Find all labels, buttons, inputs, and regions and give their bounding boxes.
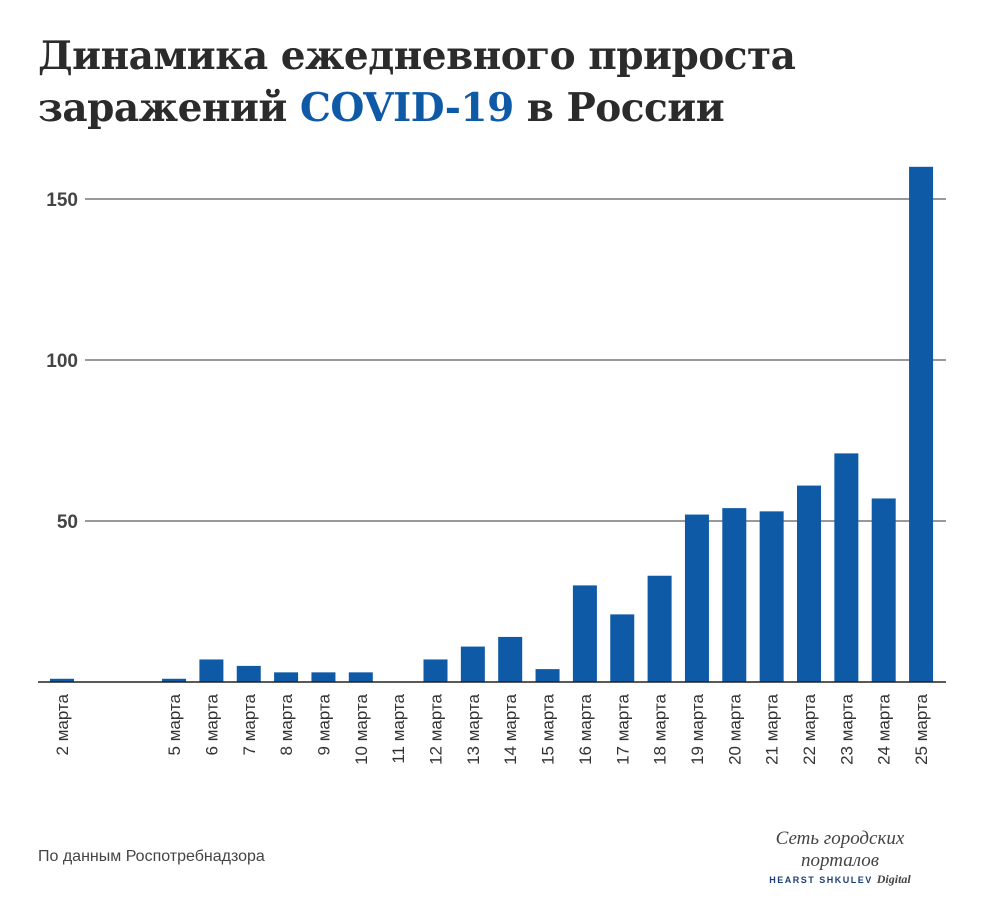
x-tick-label: 5 марта [165, 693, 184, 755]
title-text: заражений [38, 85, 300, 131]
y-tick-label: 50 [57, 512, 78, 533]
bar [423, 659, 448, 682]
x-tick-label: 2 марта [53, 693, 72, 755]
x-tick-label: 7 марта [240, 693, 259, 755]
x-tick-label: 14 марта [501, 693, 520, 764]
bar [274, 672, 299, 682]
bar [348, 672, 373, 682]
logo-line-2: HEARST SHKULEV Digital [740, 872, 940, 887]
x-tick-label: 13 марта [464, 693, 483, 764]
x-tick-label: 11 марта [389, 693, 408, 763]
bar [236, 665, 261, 682]
publisher-logo: Сеть городских порталов HEARST SHKULEV D… [740, 828, 940, 887]
bar [572, 585, 597, 682]
logo-digital: Digital [876, 872, 911, 886]
bar [610, 614, 635, 682]
logo-line-1: Сеть городских порталов [775, 828, 905, 871]
bar [834, 453, 859, 682]
x-tick-label: 16 марта [576, 693, 595, 764]
x-tick-label: 10 марта [352, 693, 371, 764]
bar [797, 485, 821, 682]
title-line-2: заражений COVID-19 в России [38, 82, 795, 134]
x-tick-label: 8 марта [277, 693, 296, 755]
x-tick-label: 15 марта [539, 693, 558, 764]
x-tick-label: 17 марта [613, 693, 632, 764]
title-accent: COVID-19 [299, 85, 514, 131]
title-text: в России [513, 85, 725, 131]
bar [50, 678, 74, 682]
x-tick-label: 23 марта [837, 693, 856, 764]
bar [647, 575, 672, 682]
bar [722, 508, 747, 682]
x-tick-label: 9 марта [314, 693, 333, 755]
x-tick-label: 19 марта [688, 693, 707, 764]
x-tick-label: 24 марта [875, 693, 894, 764]
source-note: По данным Роспотребнадзора [38, 848, 265, 865]
bar [909, 166, 934, 683]
bar [535, 669, 560, 682]
x-tick-label: 22 марта [800, 693, 819, 764]
bar [199, 659, 224, 682]
bar [460, 646, 485, 682]
bar [871, 498, 896, 682]
x-tick-label: 6 марта [202, 693, 221, 755]
y-tick-label: 100 [46, 351, 78, 372]
x-tick-label: 12 марта [427, 693, 446, 764]
bar [162, 678, 187, 682]
y-tick-label: 150 [46, 190, 78, 211]
x-tick-label: 18 марта [651, 693, 670, 764]
logo-brand: HEARST SHKULEV [769, 875, 873, 885]
title-line-1: Динамика ежедневного прироста [38, 33, 796, 79]
bar [498, 636, 523, 682]
x-tick-label: 21 марта [763, 693, 782, 764]
bar [684, 514, 709, 682]
chart-title: Динамика ежедневного прироста заражений … [38, 30, 796, 134]
x-tick-label: 25 марта [912, 693, 931, 764]
bar [759, 511, 784, 682]
bar [311, 672, 336, 682]
x-tick-label: 20 марта [725, 693, 744, 764]
